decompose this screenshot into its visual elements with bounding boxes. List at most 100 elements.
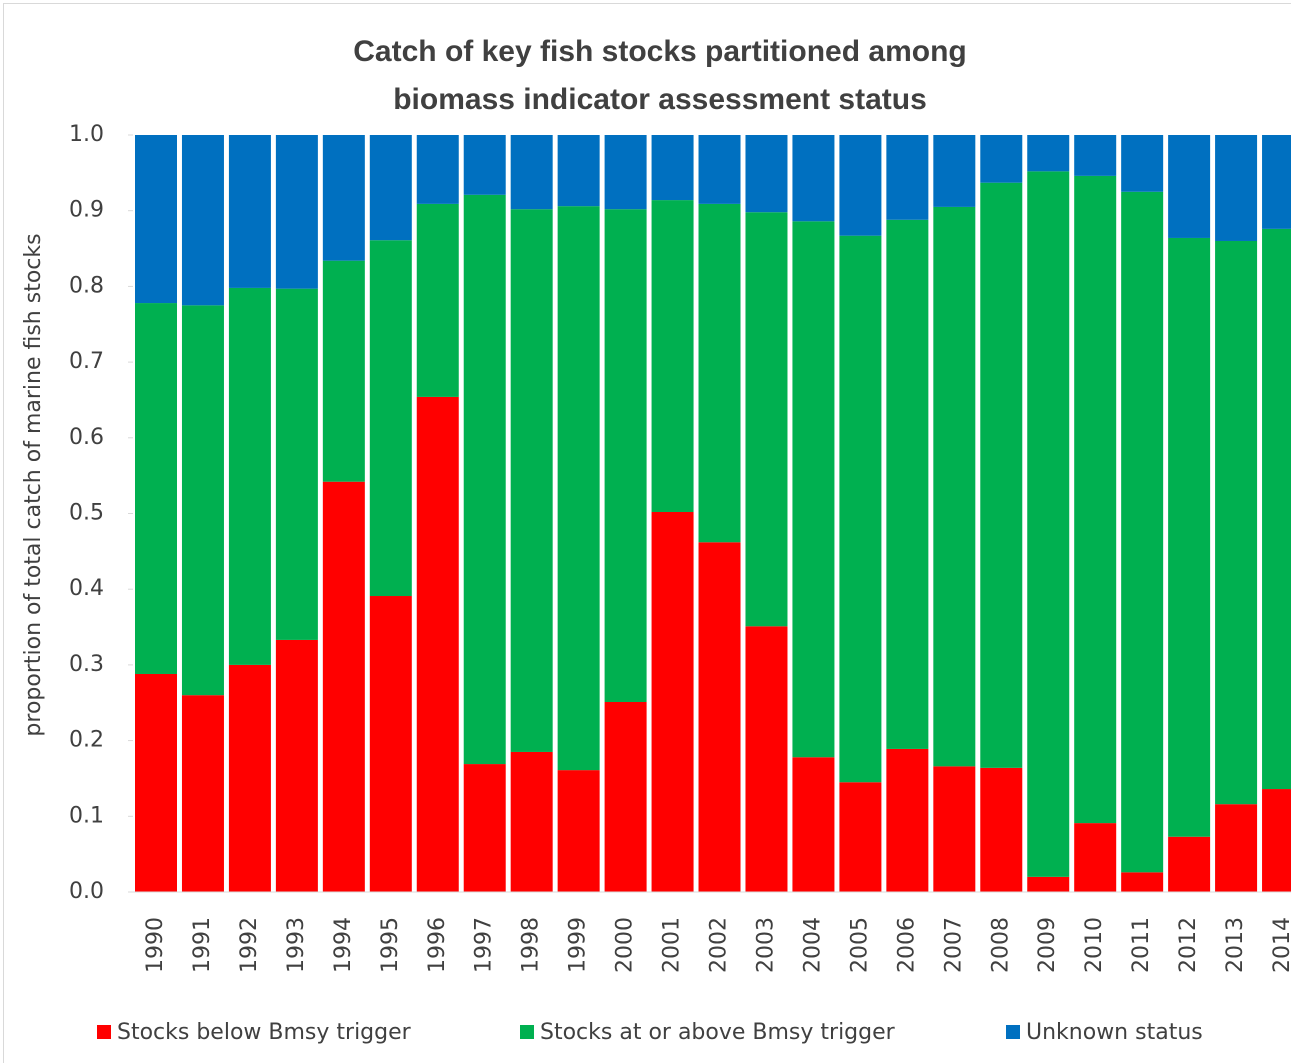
x-tick-label: 1998 <box>519 917 544 973</box>
x-tick-label: 2013 <box>1223 917 1248 973</box>
bar-segment <box>1215 804 1258 892</box>
bar-segment <box>181 695 224 892</box>
x-tick-label: 2011 <box>1129 917 1154 973</box>
bar-segment <box>745 212 788 627</box>
bar-segment <box>463 764 506 892</box>
y-tick-label: 0.9 <box>69 198 104 223</box>
bar-segment <box>369 240 412 597</box>
bar-segment <box>651 135 694 201</box>
bar-segment <box>322 481 365 892</box>
bar-segment <box>1262 228 1291 790</box>
bar-segment <box>416 135 459 204</box>
bar-segment <box>369 596 412 892</box>
bar-segment <box>1074 175 1117 824</box>
bar-segment <box>181 305 224 696</box>
x-tick-label: 2009 <box>1035 917 1060 973</box>
bar-segment <box>792 135 835 222</box>
bar-segment <box>1027 171 1070 877</box>
bar-segment <box>416 203 459 397</box>
bar-segment <box>1262 135 1291 229</box>
bar-segment <box>839 135 882 236</box>
bar-segment <box>1215 135 1258 241</box>
bar-segment <box>135 135 177 304</box>
bar-segment <box>839 235 882 783</box>
legend-label: Unknown status <box>1026 1020 1203 1045</box>
y-tick-label: 0.2 <box>69 728 104 753</box>
x-tick-label: 1994 <box>331 917 356 973</box>
x-tick-label: 2012 <box>1176 917 1201 973</box>
bar-segment <box>1215 240 1258 805</box>
bar-segment <box>1121 191 1164 873</box>
bar-segment <box>604 701 647 892</box>
y-tick-label: 0.3 <box>69 652 104 677</box>
bar-segment <box>181 135 224 306</box>
legend-swatch <box>520 1025 534 1039</box>
bar-segment <box>1074 135 1117 176</box>
bar-segment <box>510 209 553 752</box>
bar-segment <box>792 757 835 892</box>
bar-segment <box>651 511 694 892</box>
bar-segment <box>1168 237 1211 837</box>
x-tick-label: 1991 <box>190 917 215 973</box>
bar-segment <box>510 751 553 892</box>
x-tick-label: 1995 <box>378 917 403 973</box>
y-tick-label: 0.7 <box>69 349 104 374</box>
bar-segment <box>980 767 1023 892</box>
bar-segment <box>933 135 976 207</box>
bar-segment <box>886 135 929 220</box>
legend-swatch <box>1006 1025 1020 1039</box>
y-axis-label: proportion of total catch of marine fish… <box>21 233 46 736</box>
bar-segment <box>135 673 177 892</box>
x-tick-label: 2008 <box>988 917 1013 973</box>
x-tick-label: 1999 <box>566 917 591 973</box>
bar-segment <box>1168 836 1211 892</box>
bar-segment <box>1074 823 1117 892</box>
x-tick-label: 2014 <box>1270 917 1291 973</box>
bar-segment <box>135 303 177 674</box>
x-tick-label: 1992 <box>237 917 262 973</box>
bar-segment <box>510 135 553 210</box>
x-tick-label: 1997 <box>472 917 497 973</box>
bar-segment <box>1262 789 1291 892</box>
bar-segment <box>322 260 365 482</box>
x-tick-label: 2004 <box>800 917 825 973</box>
chart-title: Catch of key fish stocks partitioned amo… <box>353 35 967 116</box>
bar-segment <box>980 135 1023 183</box>
x-tick-label: 2005 <box>847 917 872 973</box>
x-tick-label: 1990 <box>143 917 168 973</box>
bar-segment <box>463 194 506 765</box>
legend-swatch <box>97 1025 111 1039</box>
bar-segment <box>1027 135 1070 172</box>
bar-segment <box>604 135 647 210</box>
bar-segment <box>275 135 318 289</box>
bar-segment <box>792 221 835 758</box>
bar-segment <box>275 288 318 640</box>
bar-segment <box>557 206 600 771</box>
x-tick-label: 2006 <box>894 917 919 973</box>
bar-segment <box>933 206 976 767</box>
x-tick-label: 2002 <box>707 917 732 973</box>
bar-segment <box>698 542 741 892</box>
y-tick-label: 0.6 <box>69 425 104 450</box>
x-tick-label: 2000 <box>613 917 638 973</box>
y-tick-label: 0.5 <box>69 501 104 526</box>
x-tick-label: 2003 <box>753 917 778 973</box>
y-tick-label: 0.4 <box>69 576 104 601</box>
bar-segment <box>275 639 318 892</box>
bar-segment <box>698 135 741 204</box>
bar-segment <box>745 626 788 892</box>
x-tick-label: 1996 <box>425 917 450 973</box>
bar-segment <box>1168 135 1211 238</box>
bar-segment <box>1027 876 1070 892</box>
bar-segment <box>416 396 459 892</box>
bar-segment <box>886 219 929 749</box>
bar-segment <box>557 770 600 892</box>
bar-segment <box>463 135 506 195</box>
y-tick-label: 0.8 <box>69 273 104 298</box>
x-tick-label: 2010 <box>1082 917 1107 973</box>
bar-segment <box>228 287 271 665</box>
bar-segment <box>228 664 271 892</box>
y-tick-label: 0.0 <box>69 879 104 904</box>
legend-label: Stocks below Bmsy trigger <box>117 1020 412 1045</box>
bar-segment <box>228 135 271 288</box>
